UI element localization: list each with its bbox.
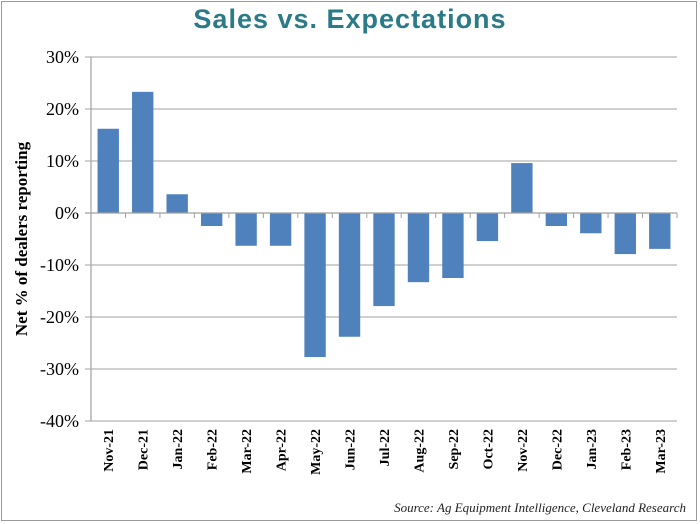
bar-jun-22: [338, 213, 361, 337]
x-tick-label: Sep-22: [447, 429, 462, 469]
bar-feb-22: [200, 213, 223, 226]
bar-oct-22: [476, 213, 499, 242]
bar-jan-23: [580, 213, 602, 234]
x-tick-label: Oct-22: [481, 429, 496, 469]
x-tick-label: Jun-22: [344, 429, 359, 470]
x-tick-label: Apr-22: [275, 429, 290, 471]
axes: [85, 57, 678, 421]
bar-feb-23: [614, 213, 636, 255]
y-tick-label: -40%: [40, 411, 79, 431]
bar-nov-22: [511, 163, 533, 213]
bar-aug-22: [407, 213, 430, 283]
source-note: Source: Ag Equipment Intelligence, Cleve…: [394, 500, 686, 515]
bar-jan-22: [166, 194, 188, 213]
bar-sep-22: [442, 213, 464, 278]
gridlines: [85, 56, 677, 422]
y-tick-label: -30%: [40, 359, 79, 379]
x-tick-label: Mar-23: [654, 429, 669, 474]
bar-may-22: [304, 213, 326, 358]
x-tick-label: Dec-22: [550, 429, 565, 470]
y-tick-label: 30%: [46, 47, 79, 67]
y-tick-label: 20%: [46, 99, 79, 119]
bar-mar-22: [235, 213, 257, 246]
x-tick-label: May-22: [309, 429, 324, 475]
bar-jul-22: [373, 213, 395, 307]
x-tick-label: Mar-22: [240, 429, 255, 474]
x-tick-label: Feb-22: [206, 429, 221, 470]
x-tick-label: Aug-22: [412, 429, 427, 473]
y-tick-label: -10%: [40, 255, 79, 275]
x-tick-label: Nov-21: [102, 429, 117, 472]
chart-title: Sales vs. Expectations: [193, 4, 507, 34]
y-tick-label: -20%: [40, 307, 79, 327]
x-tick-label: Dec-21: [137, 429, 152, 470]
y-tick-label: 0%: [55, 203, 79, 223]
x-tick-label: Jan-22: [171, 429, 186, 469]
bar-mar-23: [649, 213, 671, 249]
bar-dec-22: [545, 213, 568, 226]
y-tick-labels: 30% 20% 10% 0% -10% -20% -30% -40%: [40, 47, 79, 431]
bar-apr-22: [269, 213, 292, 246]
y-tick-label: 10%: [46, 151, 79, 171]
x-tick-label: Feb-23: [619, 429, 634, 470]
x-tick-label: Jan-23: [585, 429, 600, 469]
bars: [97, 91, 671, 358]
x-tick-label: Jul-22: [378, 429, 393, 466]
y-axis-label: Net % of dealers reporting: [12, 141, 31, 336]
x-tick-labels: Nov-21 Dec-21 Jan-22 Feb-22 Mar-22 Apr-22 May-…: [102, 429, 669, 475]
bar-nov-21: [97, 128, 119, 213]
x-tick-label: Nov-22: [516, 429, 531, 472]
bar-dec-21: [132, 91, 154, 213]
